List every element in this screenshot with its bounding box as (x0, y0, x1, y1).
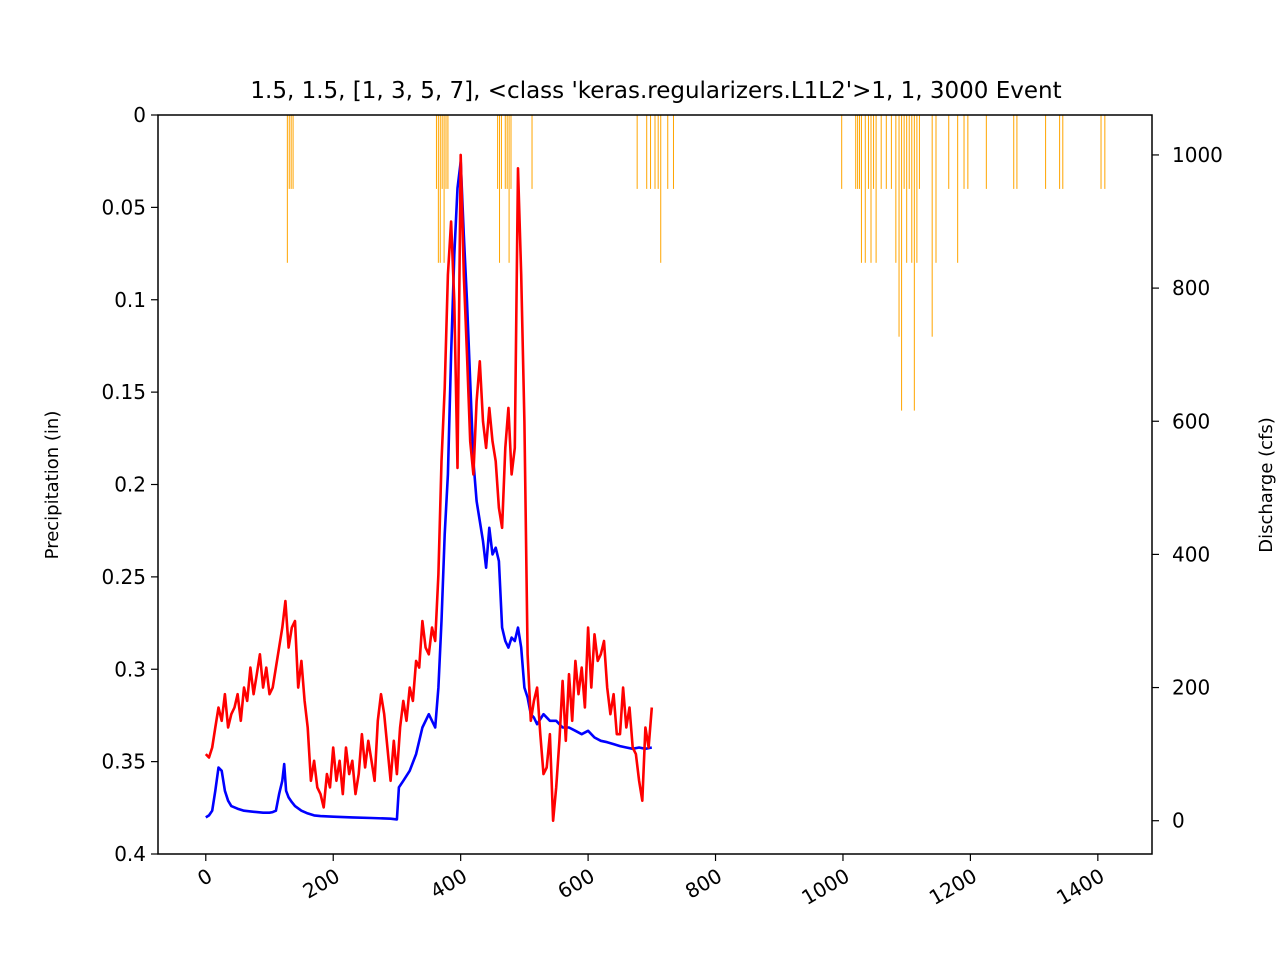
precipitation-bar (500, 115, 502, 189)
precipitation-bar (967, 115, 969, 189)
precipitation-bar (506, 115, 508, 189)
precipitation-bar (859, 115, 861, 189)
precipitation-bar (864, 115, 866, 263)
y-left-tick-label: 0.35 (101, 750, 146, 774)
y-right-tick-label: 0 (1172, 809, 1185, 833)
precipitation-bar (654, 115, 656, 189)
y-left-tick-label: 0.3 (114, 657, 146, 681)
precipitation-bar (985, 115, 987, 189)
precipitation-bar (1104, 115, 1106, 189)
series-line-2 (204, 153, 654, 823)
precipitation-bar (288, 115, 290, 189)
precipitation-bar (895, 115, 897, 263)
precipitation-bar (508, 115, 510, 263)
precipitation-bar (913, 115, 915, 411)
y-right-tick-label: 800 (1172, 276, 1210, 300)
y-right-tick-label: 1000 (1172, 143, 1223, 167)
precipitation-bar (441, 115, 443, 189)
precipitation-bar (857, 115, 859, 189)
precipitation-bar (901, 115, 903, 411)
precipitation-bars (286, 115, 1106, 411)
precipitation-bar (855, 115, 857, 189)
series-line-1 (205, 160, 653, 821)
y-left-tick-label: 0.2 (114, 473, 146, 497)
precipitation-bar (650, 115, 652, 189)
tick-marks: 0 200 400 600 800 1000 1200 140000.050.10.150.2… (101, 103, 1222, 910)
precipitation-bar (916, 115, 918, 263)
y-right-tick-label: 200 (1172, 676, 1210, 700)
precipitation-bar (1100, 115, 1102, 189)
precipitation-bar (890, 115, 892, 189)
y-left-tick-label: 0.1 (114, 288, 146, 312)
y-left-tick-label: 0.15 (101, 380, 146, 404)
precipitation-bar (860, 115, 862, 263)
y-left-tick-label: 0.4 (114, 842, 146, 866)
precipitation-bar (908, 115, 910, 189)
precipitation-bar (867, 115, 869, 189)
precipitation-bar (898, 115, 900, 337)
precipitation-bar (885, 115, 887, 189)
precipitation-bar (870, 115, 872, 263)
precipitation-bar (646, 115, 648, 189)
precipitation-bar (1059, 115, 1061, 189)
precipitation-bar (880, 115, 882, 189)
y-axis-left-label: Precipitation (in) (42, 411, 63, 560)
precipitation-bar (873, 115, 875, 189)
precipitation-bar (657, 115, 659, 189)
precipitation-bar (957, 115, 959, 263)
precipitation-bar (906, 115, 908, 263)
precipitation-bar (435, 115, 437, 189)
precipitation-bar (290, 115, 292, 189)
precipitation-bar (504, 115, 506, 189)
precipitation-bar (963, 115, 965, 189)
precipitation-bar (286, 115, 288, 263)
precipitation-bar (948, 115, 950, 189)
precipitation-bar (935, 115, 937, 263)
discharge-lines (204, 153, 654, 823)
precipitation-bar (875, 115, 877, 263)
y-left-tick-label: 0.25 (101, 565, 146, 589)
precipitation-bar (443, 115, 445, 263)
precipitation-bar (531, 115, 533, 189)
precipitation-bar (1016, 115, 1018, 189)
precipitation-bar (931, 115, 933, 337)
precipitation-bar (445, 115, 447, 189)
y-right-tick-label: 400 (1172, 542, 1210, 566)
chart-title: 1.5, 1.5, [1, 3, 5, 7], <class 'keras.re… (250, 78, 1061, 104)
precipitation-bar (1062, 115, 1064, 189)
precipitation-bar (918, 115, 920, 189)
precipitation-bar (672, 115, 674, 189)
precipitation-bar (437, 115, 439, 263)
y-right-tick-label: 600 (1172, 409, 1210, 433)
y-left-tick-label: 0 (133, 103, 146, 127)
precipitation-bar (660, 115, 662, 263)
precipitation-bar (510, 115, 512, 189)
precipitation-bar (1013, 115, 1015, 189)
precipitation-bar (636, 115, 638, 189)
y-axis-right-label: Discharge (cfs) (1256, 417, 1277, 553)
y-left-tick-label: 0.05 (101, 195, 146, 219)
precipitation-bar (903, 115, 905, 189)
precipitation-bar (1045, 115, 1047, 189)
precipitation-bar (292, 115, 294, 189)
precipitation-bar (841, 115, 843, 189)
precipitation-bar (497, 115, 499, 189)
precipitation-bar (911, 115, 913, 263)
precipitation-bar (447, 115, 449, 189)
precipitation-bar (499, 115, 501, 263)
precipitation-bar (439, 115, 441, 263)
precipitation-bar (667, 115, 669, 189)
